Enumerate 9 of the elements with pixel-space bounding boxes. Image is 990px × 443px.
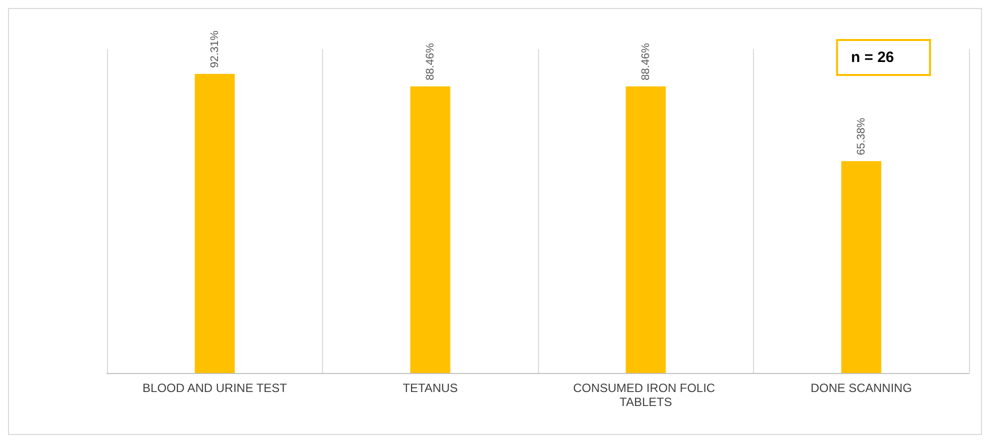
data-label: 88.46% (640, 42, 652, 80)
x-tick-label: TETANUS (402, 381, 458, 395)
data-label: 65.38% (855, 118, 868, 156)
data-label: 88.46% (424, 42, 436, 80)
x-tick-label: BLOOD AND URINE TEST (142, 381, 288, 395)
data-label: 92.31% (208, 30, 221, 68)
x-tick-label: DONE SCANNING (810, 381, 912, 395)
x-tick-label: CONSUMED IRON FOLIC TABLETS (573, 381, 718, 409)
text: n = 26 (851, 49, 894, 66)
